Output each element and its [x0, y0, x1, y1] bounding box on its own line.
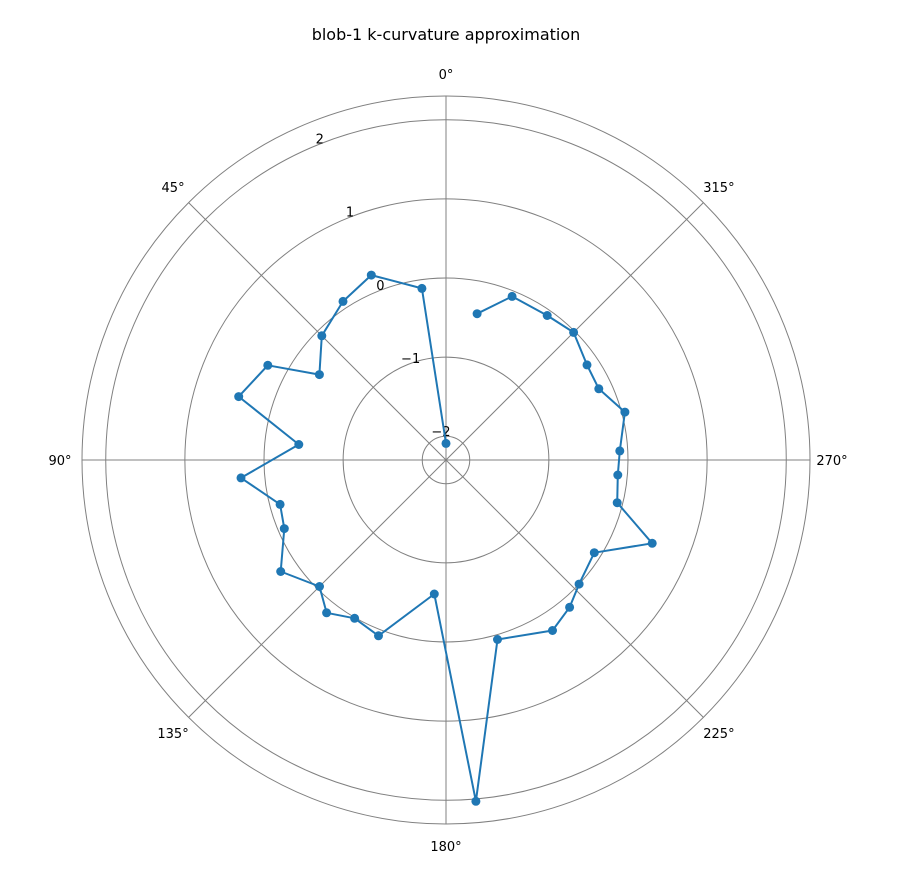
series-line: [237, 274, 654, 803]
angular-tick-label: 90°: [48, 454, 71, 469]
angular-gridline: [188, 202, 447, 461]
data-point: [620, 407, 630, 417]
data-point: [417, 283, 427, 293]
data-point: [276, 567, 286, 576]
series-group: [234, 270, 657, 806]
angular-tick-label: 225°: [703, 727, 734, 742]
radial-tick-label: −1: [401, 352, 420, 367]
data-point: [275, 499, 285, 509]
data-point: [574, 579, 584, 589]
angular-grid: [82, 96, 810, 824]
angular-tick-label: 270°: [816, 454, 847, 469]
data-point: [234, 392, 244, 402]
data-point: [317, 331, 327, 341]
data-point: [612, 498, 622, 508]
data-point: [647, 538, 657, 548]
angular-tick-label: 315°: [703, 181, 734, 196]
data-point: [471, 796, 481, 806]
data-point: [542, 311, 552, 320]
radial-tick-labels: −2 −1 0 1 2: [316, 133, 451, 440]
angular-tick-label: 135°: [157, 727, 188, 742]
angular-gridline: [445, 459, 704, 718]
data-point: [613, 470, 623, 480]
data-point: [322, 608, 332, 618]
data-point: [236, 473, 246, 483]
chart-title: blob-1 k-curvature approximation: [312, 25, 581, 44]
data-point: [582, 360, 592, 370]
data-point: [615, 446, 625, 456]
data-point: [589, 548, 599, 558]
data-point: [493, 635, 502, 644]
radial-tick-label: 2: [316, 133, 324, 148]
data-point: [548, 626, 557, 635]
data-point: [472, 309, 482, 319]
data-point: [374, 631, 383, 641]
data-point: [279, 524, 289, 534]
data-point: [507, 291, 517, 301]
data-point: [263, 360, 273, 370]
angular-tick-label: 180°: [430, 840, 461, 855]
data-point: [569, 327, 579, 337]
angular-tick-label: 0°: [439, 68, 454, 83]
angular-tick-labels: 0° 45° 90° 135° 180° 225° 270° 315°: [48, 68, 847, 855]
radial-tick-label: −2: [431, 425, 450, 440]
data-point: [315, 582, 324, 591]
radial-tick-label: 0: [376, 279, 384, 294]
data-point: [338, 296, 348, 306]
data-point: [294, 440, 304, 449]
data-point: [350, 613, 360, 623]
data-point: [594, 384, 604, 394]
data-point: [366, 270, 376, 280]
radial-tick-label: 1: [346, 206, 354, 221]
data-point: [565, 602, 575, 612]
angular-tick-label: 45°: [162, 181, 185, 196]
data-point: [441, 438, 451, 448]
data-point: [429, 589, 439, 599]
data-point: [314, 370, 324, 380]
